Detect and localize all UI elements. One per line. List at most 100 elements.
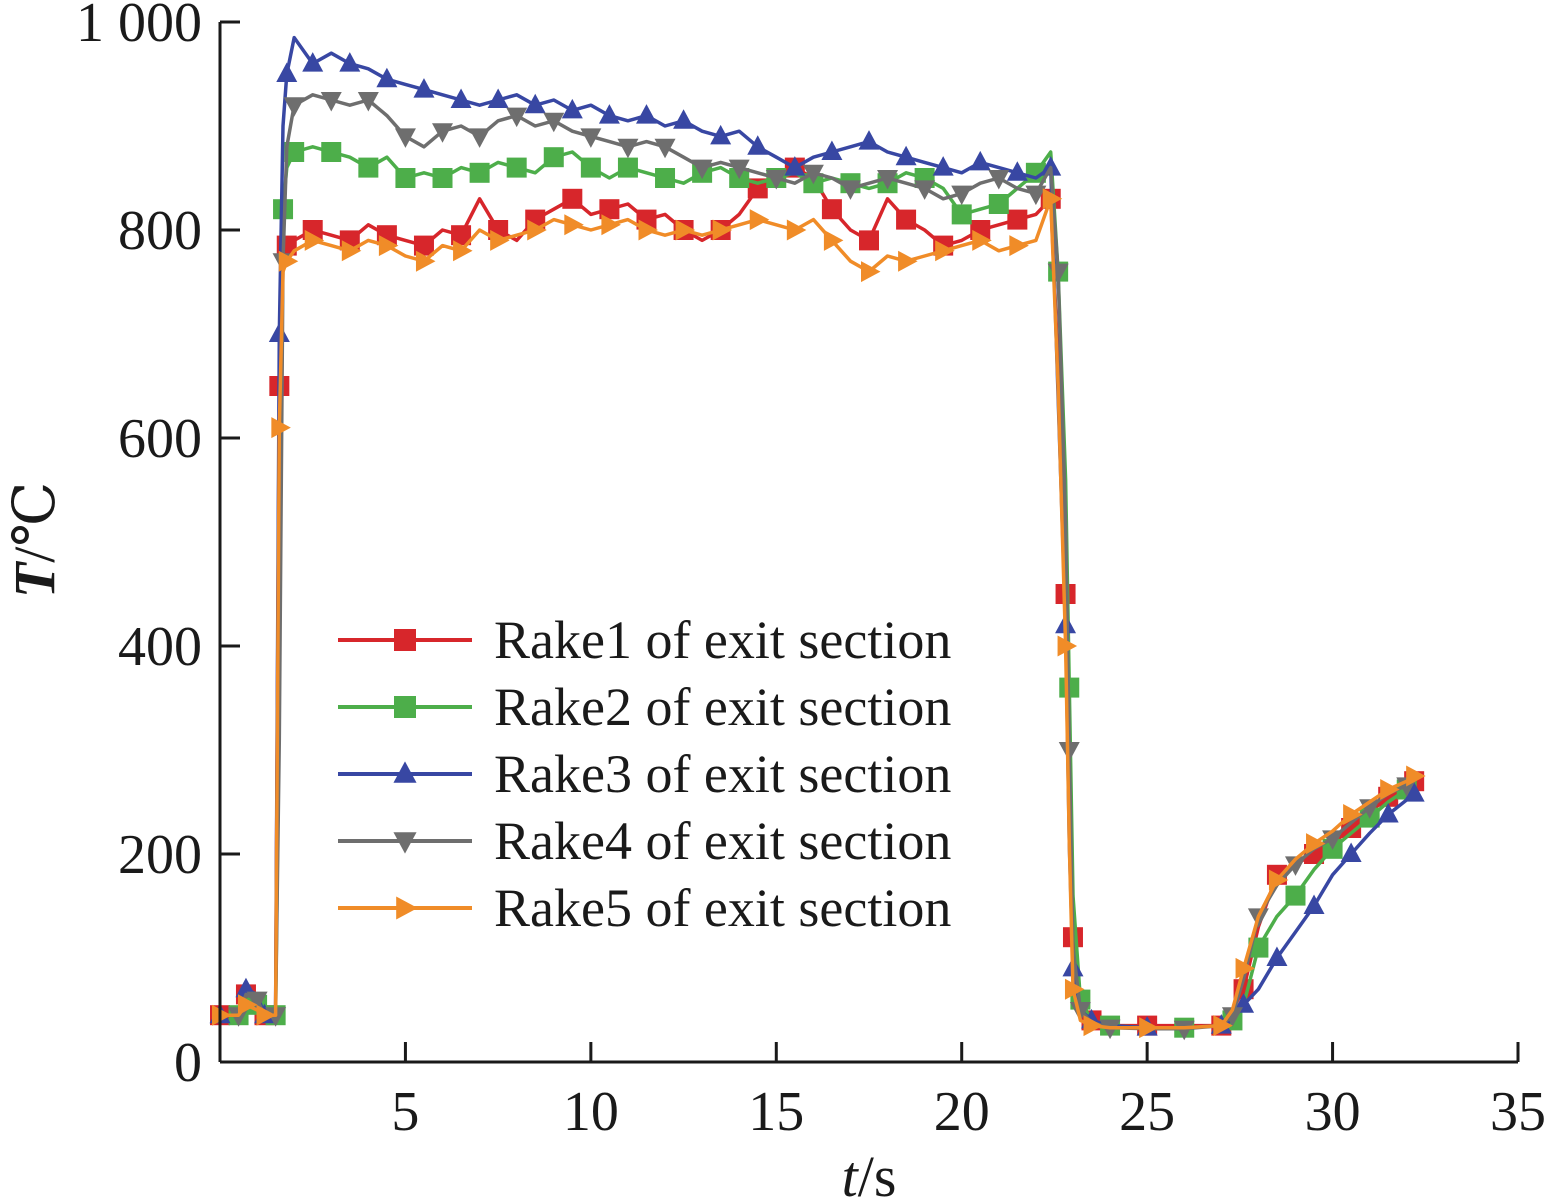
data-point: [394, 128, 416, 148]
data-point: [564, 214, 584, 236]
data-point: [1380, 779, 1400, 801]
x-tick-label: 5: [391, 1081, 419, 1143]
data-point: [1057, 635, 1078, 657]
data-point: [599, 199, 620, 220]
legend: Rake1 of exit section Rake2 of exit secti…: [338, 610, 951, 938]
data-point: [237, 994, 258, 1016]
data-point: [1406, 765, 1426, 787]
data-point: [378, 235, 399, 257]
series-5: [212, 188, 1426, 1039]
data-point: [691, 159, 713, 180]
data-point: [877, 170, 899, 190]
data-point: [951, 204, 972, 225]
data-point: [638, 219, 658, 241]
y-tick-label: 0: [174, 1032, 202, 1094]
data-point: [284, 142, 305, 162]
y-tick-label: 600: [118, 408, 202, 470]
data-point: [1340, 842, 1362, 862]
data-point: [450, 88, 472, 108]
x-tick-label: 35: [1490, 1081, 1546, 1143]
data-point: [506, 157, 527, 178]
data-point: [527, 219, 547, 241]
data-point: [487, 88, 509, 108]
data-point: [932, 156, 954, 176]
data-point: [395, 168, 416, 188]
legend-item-3: Rake3 of exit section: [338, 744, 951, 804]
data-point: [821, 199, 842, 220]
data-point: [988, 194, 1009, 214]
legend-marker: [394, 629, 416, 651]
x-axis-title: t/s: [842, 1144, 897, 1202]
data-point: [453, 240, 473, 262]
data-point: [1235, 957, 1256, 979]
data-point: [376, 67, 398, 88]
data-point: [1285, 885, 1306, 906]
data-point: [524, 93, 546, 114]
data-point: [451, 225, 472, 246]
x-tick-label: 20: [934, 1081, 990, 1143]
data-point: [673, 109, 695, 129]
data-point: [320, 92, 342, 112]
data-point: [598, 104, 620, 124]
data-point: [271, 417, 291, 439]
legend-item-2: Rake2 of exit section: [338, 677, 951, 737]
data-point: [1042, 188, 1063, 210]
data-point: [1173, 1020, 1195, 1041]
y-tick-label: 1 000: [76, 0, 202, 54]
data-point: [895, 145, 917, 166]
data-point: [839, 180, 861, 200]
data-point: [858, 130, 880, 150]
legend-label: Rake5 of exit section: [494, 878, 951, 938]
y-tick-label: 800: [118, 200, 202, 262]
data-point: [617, 157, 638, 178]
y-axis-title: T/℃: [2, 482, 67, 598]
data-point: [988, 170, 1010, 190]
data-point: [469, 162, 490, 183]
data-point: [302, 52, 324, 72]
ticks: 5 10 15 20 25 30 35 0 200 400 600 800 1 000: [76, 0, 1546, 1143]
data-point: [1040, 156, 1062, 176]
data-point: [617, 138, 639, 159]
data-point: [972, 229, 992, 251]
data-point: [432, 168, 453, 188]
data-point: [506, 107, 528, 128]
data-point: [1006, 161, 1028, 181]
x-tick-label: 30: [1305, 1081, 1361, 1143]
data-point: [861, 261, 881, 283]
data-point: [747, 135, 769, 155]
data-point: [357, 92, 379, 112]
data-point: [1306, 833, 1326, 855]
data-point: [580, 128, 602, 148]
data-point: [786, 219, 807, 241]
data-point: [1303, 894, 1325, 914]
data-point: [823, 229, 844, 251]
data-point: [278, 250, 299, 272]
data-point: [321, 142, 342, 162]
data-point: [490, 229, 510, 251]
data-point: [969, 150, 991, 171]
data-point: [276, 62, 298, 82]
data-point: [339, 52, 361, 72]
series-layer: [209, 35, 1426, 1041]
data-point: [601, 214, 621, 236]
legend-marker: [394, 696, 416, 718]
data-point: [654, 138, 676, 159]
data-point: [635, 104, 657, 124]
data-point: [580, 157, 601, 178]
data-point: [859, 230, 879, 251]
axes: [218, 22, 1518, 1064]
data-point: [914, 180, 936, 200]
data-point: [712, 219, 733, 241]
data-point: [784, 156, 806, 176]
legend-item-5: Rake5 of exit section: [338, 878, 951, 938]
data-point: [256, 1004, 277, 1026]
data-point: [1139, 1017, 1159, 1039]
data-point: [749, 209, 770, 231]
data-point: [246, 991, 268, 1012]
data-point: [1064, 978, 1085, 1000]
data-point: [543, 147, 564, 168]
legend-label: Rake4 of exit section: [494, 811, 951, 871]
data-point: [1025, 185, 1047, 206]
data-point: [265, 1007, 287, 1027]
